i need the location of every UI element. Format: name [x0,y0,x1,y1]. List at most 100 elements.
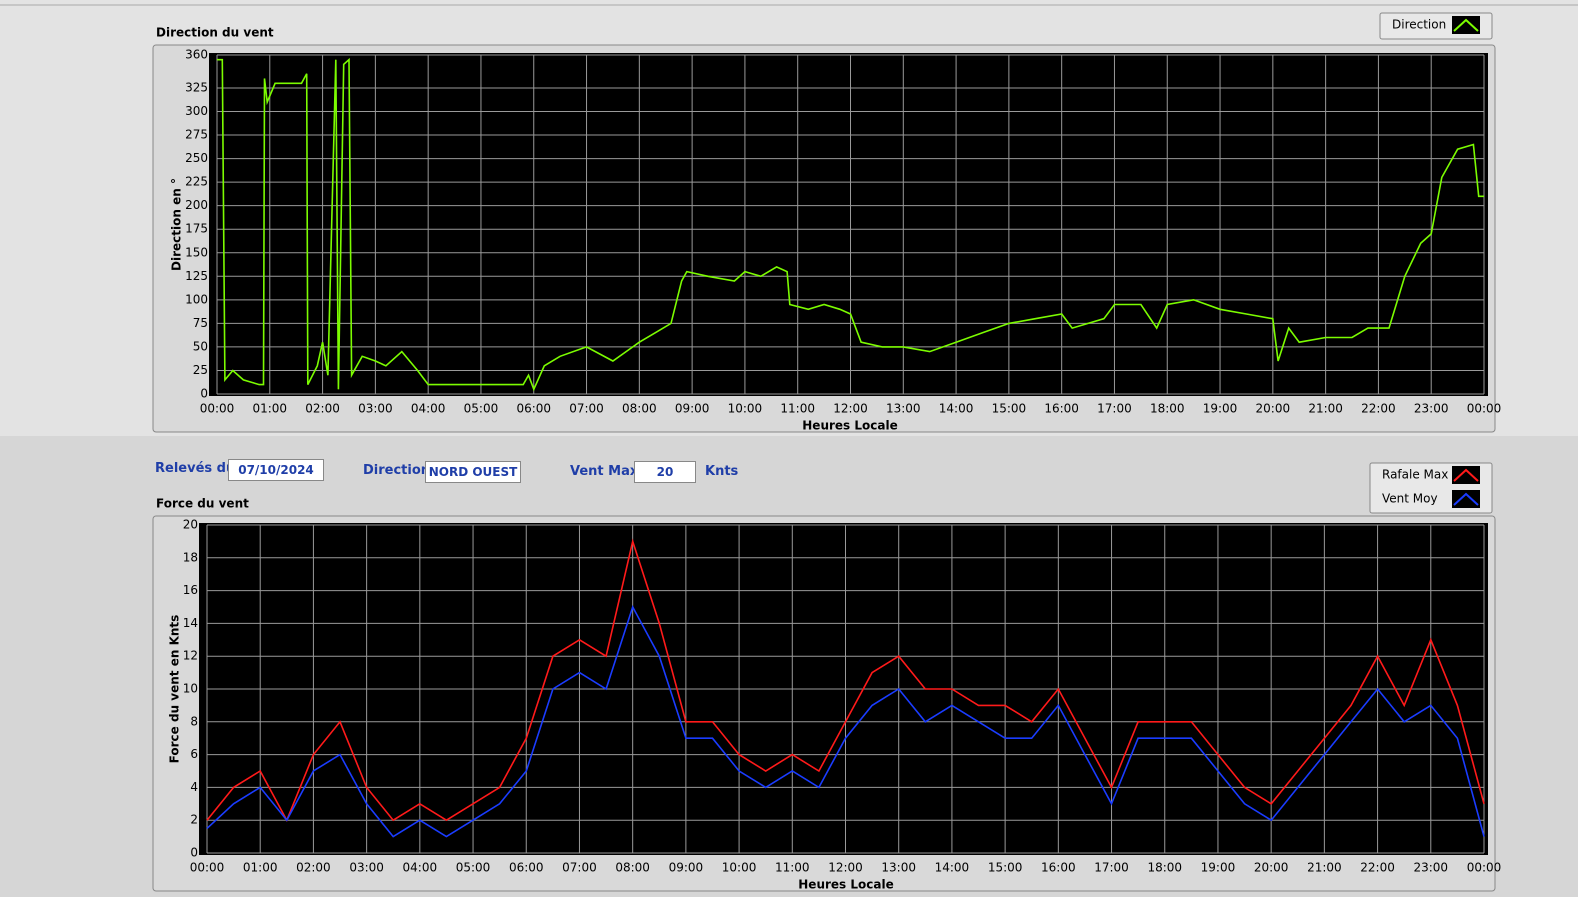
y-tick-label: 275 [185,128,208,142]
x-tick-label: 15:00 [988,861,1023,875]
y-tick-label: 100 [185,292,208,306]
x-tick-label: 00:00 [190,861,225,875]
legend-swatch [1453,468,1479,482]
x-tick-label: 16:00 [1044,402,1079,416]
x-tick-label: 04:00 [411,402,446,416]
x-axis-label: Heures Locale [798,878,893,892]
y-tick-label: 2 [190,813,198,827]
y-tick-label: 250 [185,151,208,165]
y-tick-label: 14 [183,616,198,630]
y-tick-label: 12 [183,649,198,663]
x-tick-label: 23:00 [1414,402,1449,416]
legend-swatch [1453,18,1479,32]
plot-area [209,53,1488,396]
y-tick-label: 6 [190,747,198,761]
x-tick-label: 20:00 [1254,861,1289,875]
y-tick-label: 10 [183,682,198,696]
y-tick-label: 175 [185,222,208,236]
y-tick-label: 4 [190,780,198,794]
x-tick-label: 02:00 [296,861,331,875]
x-tick-label: 20:00 [1256,402,1291,416]
y-tick-label: 16 [183,583,198,597]
y-tick-label: 360 [185,48,208,62]
data-line [206,538,1485,823]
x-tick-label: 10:00 [722,861,757,875]
x-tick-label: 07:00 [569,402,604,416]
x-tick-label: 06:00 [509,861,544,875]
x-axis-label: Heures Locale [802,419,897,433]
x-tick-label: 10:00 [728,402,763,416]
y-axis-label: Force du vent en Knts [168,615,182,764]
x-tick-label: 04:00 [403,861,438,875]
x-tick-label: 22:00 [1361,402,1396,416]
x-tick-label: 05:00 [456,861,491,875]
x-tick-label: 12:00 [828,861,863,875]
date-field[interactable]: 07/10/2024 [228,459,324,481]
y-tick-label: 300 [185,104,208,118]
y-tick-label: 50 [193,339,208,353]
y-tick-label: 8 [190,714,198,728]
x-tick-label: 02:00 [305,402,340,416]
legend-label: Direction [1392,18,1446,32]
x-tick-label: 22:00 [1360,861,1395,875]
x-tick-label: 01:00 [252,402,287,416]
x-tick-label: 01:00 [243,861,278,875]
direction-field[interactable]: NORD OUEST [425,461,521,483]
x-tick-label: 11:00 [780,402,815,416]
legend-label: Rafale Max [1382,468,1448,482]
chart-title: Direction du vent [156,26,274,40]
x-tick-label: 00:00 [200,402,235,416]
date-label: Relevés du [155,461,236,476]
y-axis-label: Direction en ° [170,178,184,271]
x-tick-label: 18:00 [1150,402,1185,416]
x-tick-label: 03:00 [349,861,384,875]
vmax-field[interactable]: 20 [634,461,696,483]
x-tick-label: 13:00 [886,402,921,416]
y-tick-label: 200 [185,198,208,212]
legend-label: Vent Moy [1382,492,1438,506]
x-tick-label: 19:00 [1203,402,1238,416]
x-tick-label: 08:00 [615,861,650,875]
chart-title: Force du vent [156,497,249,511]
x-tick-label: 11:00 [775,861,810,875]
data-line [206,604,1485,838]
y-tick-label: 75 [193,316,208,330]
x-tick-label: 00:00 [1467,402,1502,416]
x-tick-label: 21:00 [1307,861,1342,875]
y-tick-label: 18 [183,550,198,564]
y-tick-label: 325 [185,80,208,94]
x-tick-label: 14:00 [939,402,974,416]
legend-swatch-bg [1452,490,1480,508]
legend-swatch-bg [1452,16,1480,34]
x-tick-label: 17:00 [1097,402,1132,416]
legend-swatch [1453,492,1479,506]
vmax-label: Vent Max [570,464,639,479]
x-tick-label: 07:00 [562,861,597,875]
x-tick-label: 00:00 [1467,861,1502,875]
y-tick-label: 25 [193,363,208,377]
x-tick-label: 05:00 [464,402,499,416]
y-tick-label: 0 [190,846,198,860]
vmax-unit: Knts [705,464,739,479]
x-tick-label: 09:00 [675,402,710,416]
x-tick-label: 06:00 [516,402,551,416]
x-tick-label: 08:00 [622,402,657,416]
y-tick-label: 150 [185,245,208,259]
direction-label: Direction [363,463,431,478]
x-tick-label: 13:00 [881,861,916,875]
x-tick-label: 14:00 [935,861,970,875]
y-tick-label: 20 [183,518,198,532]
x-tick-label: 17:00 [1094,861,1129,875]
legend-swatch-bg [1452,466,1480,484]
x-tick-label: 19:00 [1201,861,1236,875]
x-tick-label: 16:00 [1041,861,1076,875]
x-tick-label: 12:00 [833,402,868,416]
x-tick-label: 03:00 [358,402,393,416]
data-line [217,57,1484,392]
x-tick-label: 18:00 [1147,861,1182,875]
x-tick-label: 09:00 [669,861,704,875]
x-tick-label: 23:00 [1413,861,1448,875]
y-tick-label: 225 [185,175,208,189]
x-tick-label: 21:00 [1308,402,1343,416]
